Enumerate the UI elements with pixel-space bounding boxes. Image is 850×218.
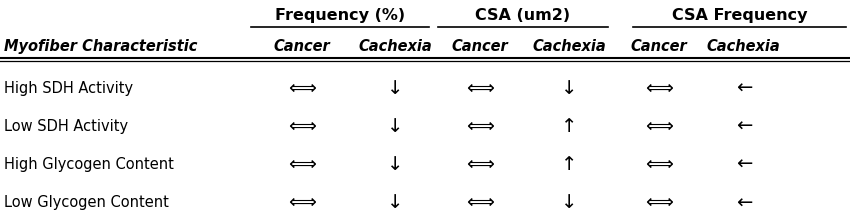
Text: ⟺: ⟺ — [645, 193, 672, 212]
Text: High Glycogen Content: High Glycogen Content — [4, 157, 174, 172]
Text: ⟺: ⟺ — [645, 79, 672, 98]
Text: ⟺: ⟺ — [467, 117, 494, 136]
Text: Myofiber Characteristic: Myofiber Characteristic — [4, 39, 197, 54]
Text: CSA Frequency: CSA Frequency — [672, 8, 808, 23]
Text: ⟺: ⟺ — [467, 79, 494, 98]
Text: ⟺: ⟺ — [288, 155, 315, 174]
Text: ↓: ↓ — [387, 79, 404, 98]
Text: ←: ← — [735, 79, 752, 98]
Text: High SDH Activity: High SDH Activity — [4, 81, 133, 96]
Text: Cancer: Cancer — [452, 39, 508, 54]
Text: Cachexia: Cachexia — [707, 39, 780, 54]
Text: ⟺: ⟺ — [645, 117, 672, 136]
Text: ←: ← — [735, 193, 752, 212]
Text: ↑: ↑ — [561, 117, 578, 136]
Text: ↓: ↓ — [561, 79, 578, 98]
Text: Low SDH Activity: Low SDH Activity — [4, 119, 128, 134]
Text: Cancer: Cancer — [274, 39, 330, 54]
Text: ⟺: ⟺ — [288, 193, 315, 212]
Text: ↓: ↓ — [561, 193, 578, 212]
Text: ⟺: ⟺ — [288, 117, 315, 136]
Text: ⟺: ⟺ — [288, 79, 315, 98]
Text: Cachexia: Cachexia — [533, 39, 606, 54]
Text: ⟺: ⟺ — [467, 193, 494, 212]
Text: ⟺: ⟺ — [467, 155, 494, 174]
Text: CSA (um2): CSA (um2) — [475, 8, 570, 23]
Text: Cachexia: Cachexia — [359, 39, 432, 54]
Text: ←: ← — [735, 155, 752, 174]
Text: Low Glycogen Content: Low Glycogen Content — [4, 195, 169, 210]
Text: ↑: ↑ — [561, 155, 578, 174]
Text: ←: ← — [735, 117, 752, 136]
Text: ↓: ↓ — [387, 117, 404, 136]
Text: ⟺: ⟺ — [645, 155, 672, 174]
Text: ↓: ↓ — [387, 193, 404, 212]
Text: Cancer: Cancer — [631, 39, 687, 54]
Text: ↓: ↓ — [387, 155, 404, 174]
Text: Frequency (%): Frequency (%) — [275, 8, 405, 23]
